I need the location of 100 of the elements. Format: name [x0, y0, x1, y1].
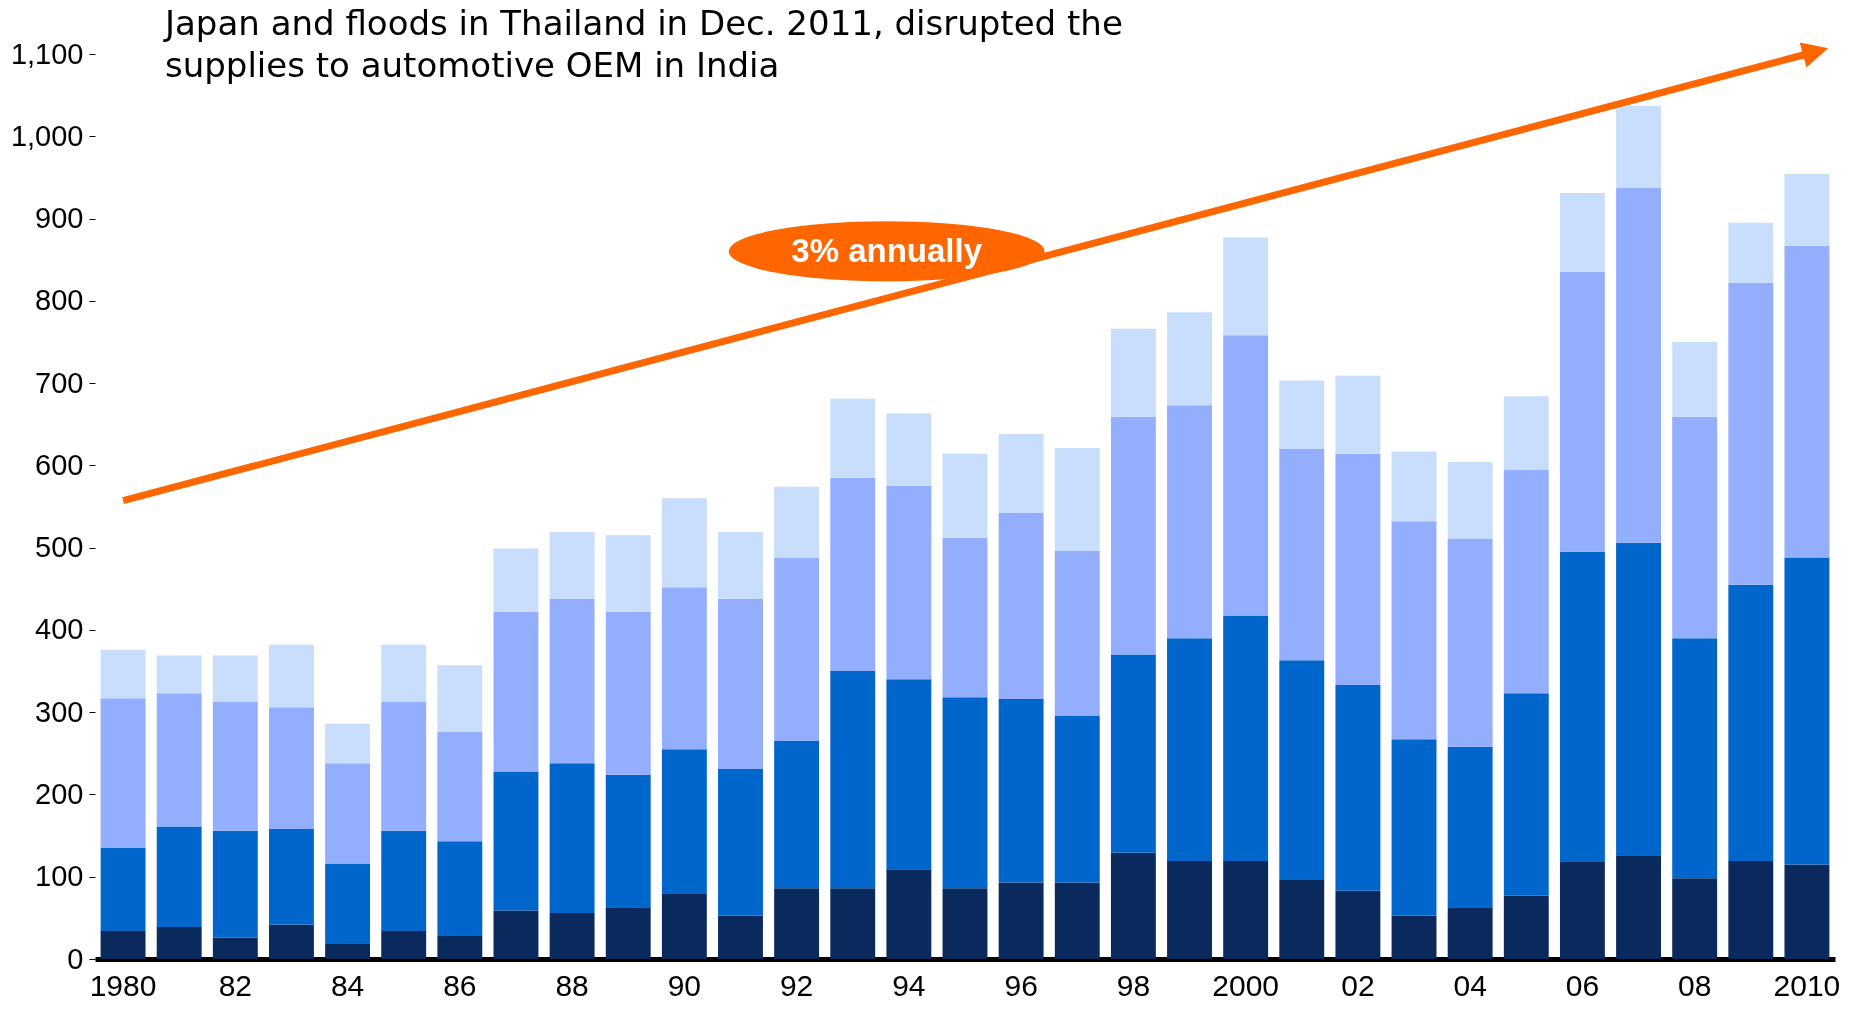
bar: [1167, 405, 1212, 639]
bar: [325, 763, 371, 864]
bar: [1335, 685, 1381, 891]
bar: [325, 943, 371, 959]
bar: [1391, 521, 1437, 740]
bar: [1279, 448, 1325, 661]
bar: [1503, 396, 1549, 470]
bar: [1054, 448, 1100, 551]
bar: [269, 707, 314, 830]
bar: [1559, 551, 1605, 862]
bar: [1503, 469, 1549, 694]
bar: [605, 535, 651, 612]
bar: [830, 477, 876, 672]
bar: [549, 763, 595, 913]
bar: [156, 655, 202, 694]
bar: [1616, 105, 1661, 189]
bar: [1335, 890, 1381, 959]
bar: [269, 829, 314, 925]
bar: [212, 830, 258, 938]
bar: [942, 537, 988, 698]
bar: [1110, 654, 1156, 853]
bar: [830, 888, 876, 959]
growth-label: 3% annually: [728, 221, 1045, 282]
bar: [493, 771, 539, 911]
bar: [1784, 174, 1830, 246]
x-tick-label: 98: [1116, 968, 1151, 1002]
bar: [1784, 864, 1830, 959]
bar: [886, 869, 932, 959]
bar: [942, 453, 988, 538]
bar: [661, 587, 707, 750]
bar: [661, 498, 707, 588]
y-tick-label: 0: [67, 942, 84, 975]
bar: [549, 532, 595, 599]
x-tick-label: 04: [1453, 968, 1487, 1002]
bar: [661, 894, 707, 959]
bar: [1335, 375, 1381, 454]
bar: [1391, 451, 1437, 522]
x-tick-label: 2000: [1212, 968, 1280, 1002]
x-tick-label: 88: [555, 968, 589, 1002]
bar: [437, 731, 483, 842]
bar: [1391, 739, 1437, 916]
bar: [886, 679, 932, 870]
bar: [1559, 193, 1605, 273]
bar: [1279, 380, 1325, 449]
bar: [325, 863, 371, 944]
y-tick-label: 200: [35, 777, 84, 810]
y-tick-label: 600: [35, 448, 84, 481]
x-tick-label: 06: [1565, 968, 1600, 1002]
bar: [325, 723, 371, 764]
y-tick-label: 500: [35, 531, 84, 564]
bar: [718, 532, 763, 599]
bar: [212, 937, 258, 959]
bar: [156, 693, 202, 827]
bar: [1279, 880, 1325, 959]
bar: [1054, 550, 1100, 716]
bar: [100, 698, 146, 848]
x-tick-label: 84: [330, 968, 365, 1002]
bar: [718, 598, 763, 769]
bar: [212, 701, 258, 831]
bar: [1279, 660, 1325, 881]
annotation: Japan and floods in Thailand in Dec. 2011, disrupted the supplies to automotive OEM in India: [165, 2, 1124, 86]
bar: [381, 830, 427, 932]
bar: [1559, 861, 1605, 959]
bar: [1391, 915, 1437, 959]
bar: [998, 513, 1044, 700]
bar: [1447, 462, 1493, 539]
bar: [381, 701, 427, 831]
bar: [549, 912, 595, 959]
x-tick-label: 94: [892, 968, 926, 1002]
bar: [1672, 341, 1718, 417]
bar: [1503, 693, 1549, 896]
x-tick-label: 2010: [1773, 968, 1841, 1002]
bar: [381, 644, 427, 702]
bar: [493, 548, 539, 612]
bar: [549, 598, 595, 764]
bar: [1110, 852, 1156, 959]
bar: [774, 486, 820, 558]
bar: [1616, 855, 1661, 959]
y-tick-label: 300: [35, 695, 84, 728]
y-tick-label: 800: [35, 284, 84, 317]
bar: [661, 749, 707, 894]
x-tick-label: 96: [1004, 968, 1038, 1002]
x-tick-label: 02: [1341, 968, 1375, 1002]
bar: [1167, 312, 1212, 406]
bar: [1616, 542, 1661, 856]
x-tick-label: 92: [779, 968, 814, 1002]
bar: [1728, 282, 1774, 585]
bar: [212, 655, 258, 702]
bar: [156, 926, 202, 959]
bar: [1784, 557, 1830, 865]
bar: [381, 931, 427, 959]
bar: [437, 841, 483, 936]
y-tick-label: 900: [35, 202, 84, 235]
bar: [718, 915, 763, 959]
bar: [998, 882, 1044, 959]
bar: [1672, 638, 1718, 879]
bar: [774, 557, 820, 741]
bar: [1167, 861, 1212, 959]
bar: [605, 774, 651, 908]
bar: [1335, 453, 1381, 686]
